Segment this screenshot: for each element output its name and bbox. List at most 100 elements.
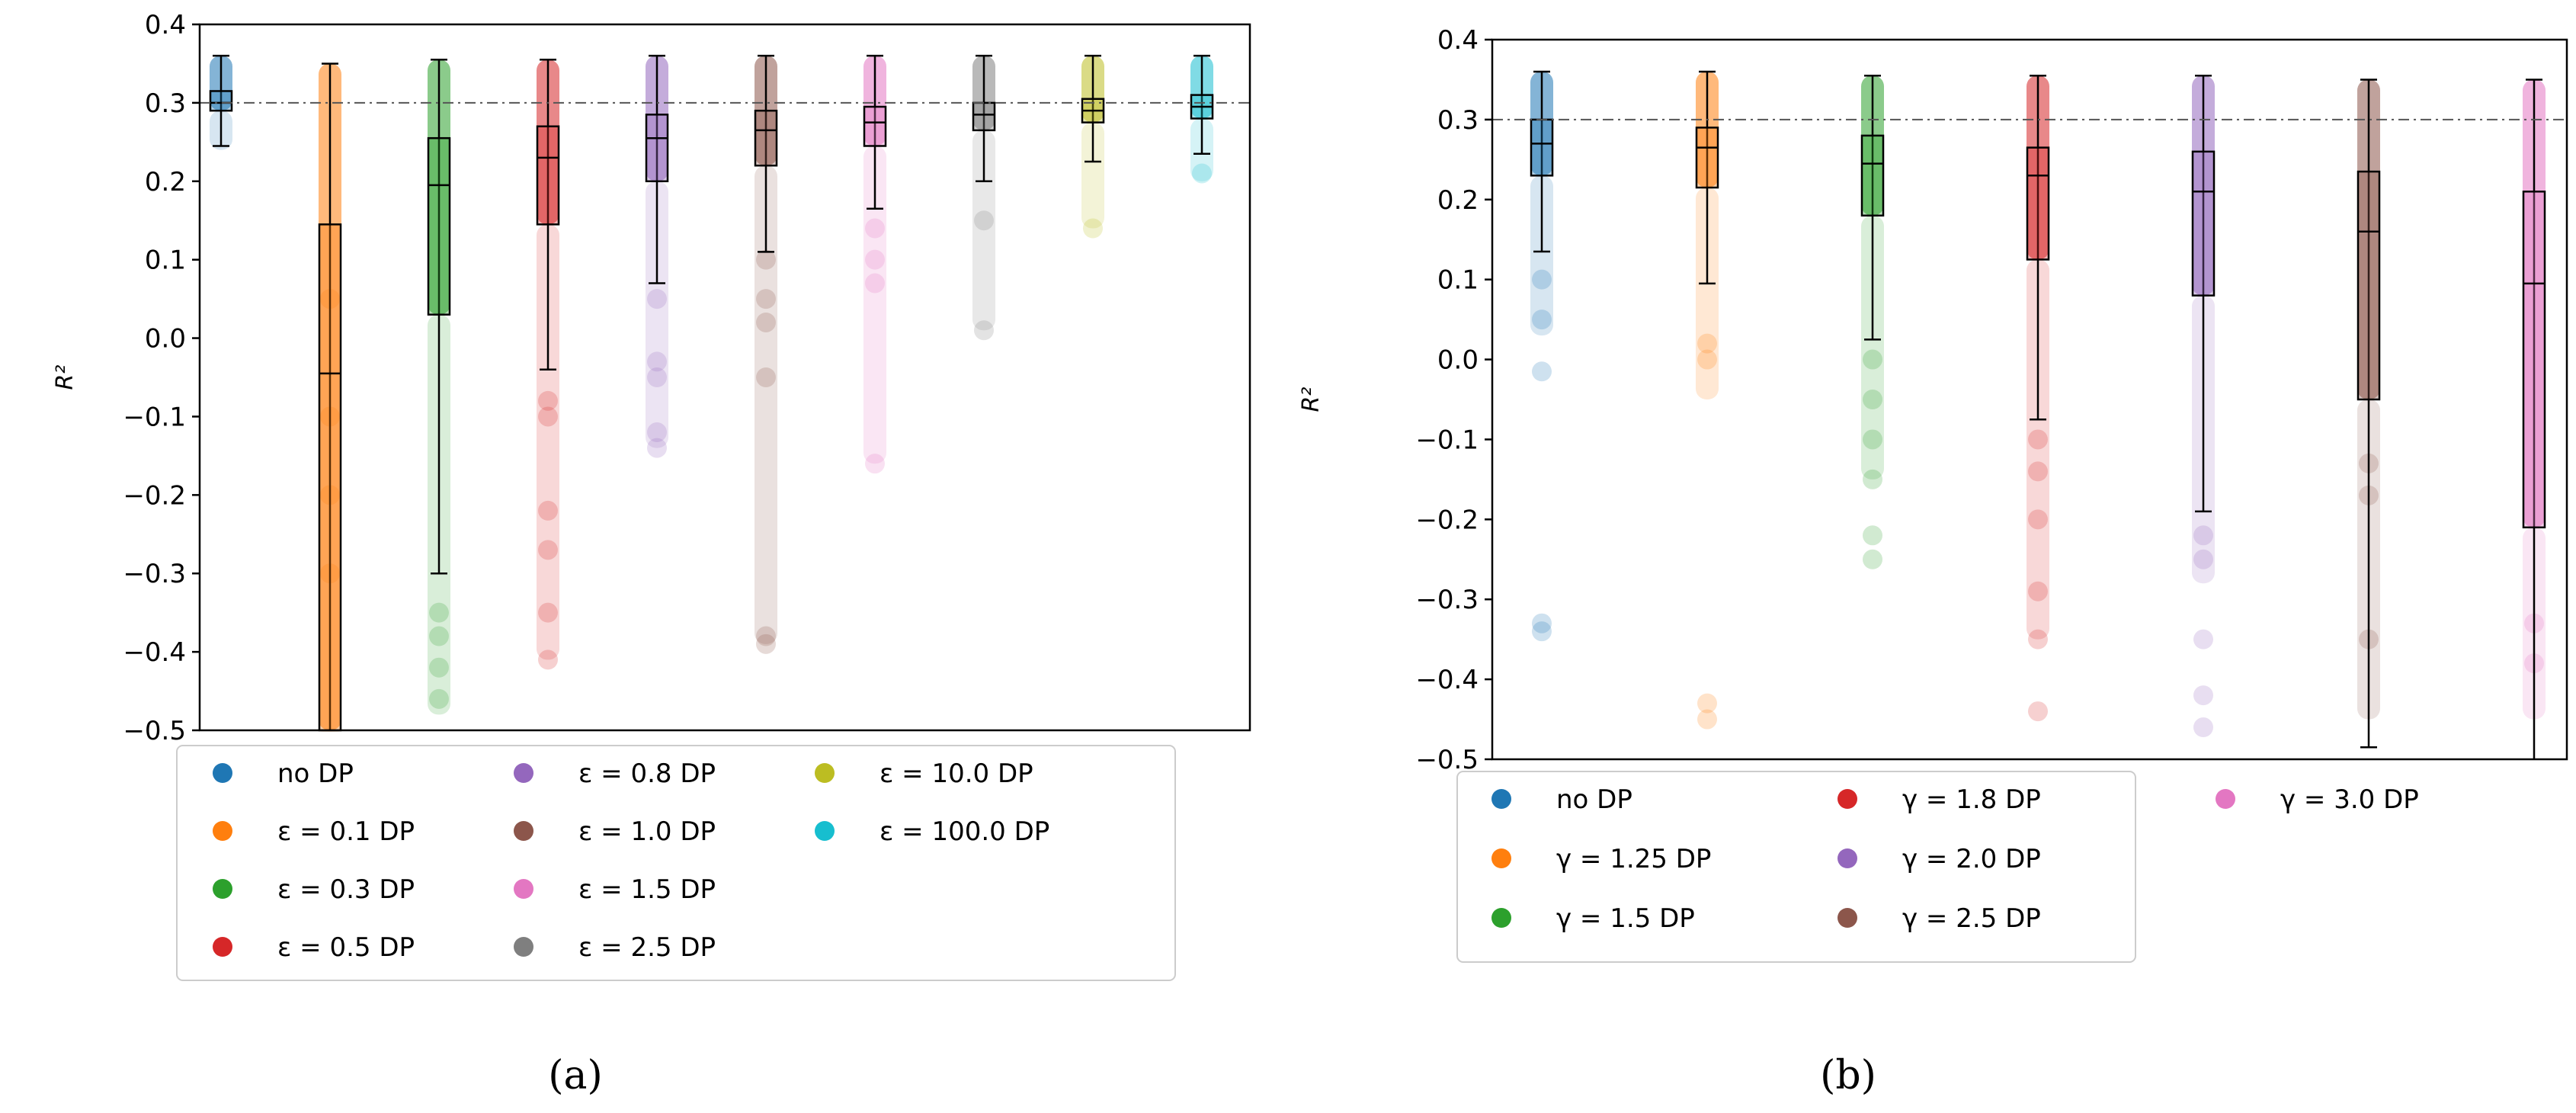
legend-marker-b-0 xyxy=(1491,789,1511,809)
outlier-point-b-3-0 xyxy=(2028,429,2048,450)
outlier-point-b-0-1 xyxy=(1532,310,1552,330)
scatter-tail-a-3 xyxy=(537,224,559,660)
outlier-point-b-0-2 xyxy=(1532,361,1552,382)
series-b-3 xyxy=(2026,74,2050,722)
y-tick-label-a-4: 0.0 xyxy=(145,324,186,354)
outlier-point-a-6-2 xyxy=(865,273,885,293)
outlier-point-a-6-1 xyxy=(865,249,885,270)
y-tick-label-b-0: 0.4 xyxy=(1437,25,1479,56)
outlier-point-b-1-1 xyxy=(1697,349,1717,370)
legend-label-b-1: γ = 1.25 DP xyxy=(1556,844,1711,874)
legend-marker-b-2 xyxy=(1491,908,1511,928)
outlier-point-b-3-1 xyxy=(2028,461,2048,482)
series-b-5 xyxy=(2357,79,2381,749)
outlier-point-a-6-3 xyxy=(865,454,885,474)
box-a-2 xyxy=(427,136,451,316)
outlier-point-a-2-0 xyxy=(429,602,449,623)
outlier-point-a-8-0 xyxy=(1083,218,1103,239)
legend-label-a-8: ε = 10.0 DP xyxy=(879,759,1033,789)
legend-label-a-0: no DP xyxy=(277,759,354,789)
legend-label-b-5: γ = 2.5 DP xyxy=(1902,903,2041,934)
y-tick-label-b-5: −0.1 xyxy=(1415,425,1479,455)
series-a-8 xyxy=(1081,54,1105,239)
legend-label-a-7: ε = 2.5 DP xyxy=(578,932,716,963)
outlier-point-a-5-0 xyxy=(756,249,776,270)
legend-marker-a-1 xyxy=(213,821,232,841)
legend-label-a-2: ε = 0.3 DP xyxy=(277,874,415,905)
outlier-point-b-1-2 xyxy=(1697,693,1717,714)
y-tick-label-b-2: 0.2 xyxy=(1437,185,1479,216)
outlier-point-b-2-3 xyxy=(1863,469,1882,489)
box-b-6 xyxy=(2522,191,2546,529)
series-a-1 xyxy=(318,63,342,732)
outlier-point-b-4-3 xyxy=(2193,685,2213,706)
legend-label-b-3: γ = 1.8 DP xyxy=(1902,784,2041,815)
outlier-point-b-4-4 xyxy=(2193,717,2213,738)
outlier-point-a-4-1 xyxy=(647,351,667,372)
legend-label-b-4: γ = 2.0 DP xyxy=(1902,844,2041,874)
legend-marker-a-4 xyxy=(514,763,533,783)
y-tick-label-b-7: −0.3 xyxy=(1415,585,1479,615)
scatter-tail-a-4 xyxy=(646,181,668,448)
y-tick-label-a-5: −0.1 xyxy=(123,402,186,432)
y-axis-label-b: R² xyxy=(1298,387,1325,412)
legend-marker-b-5 xyxy=(1837,908,1857,928)
legend-marker-a-0 xyxy=(213,763,232,783)
scatter-tail-a-6 xyxy=(863,146,886,464)
outlier-point-a-3-4 xyxy=(538,602,558,623)
legend-label-b-0: no DP xyxy=(1556,784,1632,815)
outlier-point-b-4-2 xyxy=(2193,629,2213,650)
legend-marker-b-4 xyxy=(1837,848,1857,868)
series-a-4 xyxy=(645,54,669,458)
legend-marker-a-5 xyxy=(514,821,533,841)
legend-label-b-2: γ = 1.5 DP xyxy=(1556,903,1695,934)
outlier-point-a-5-5 xyxy=(756,633,776,654)
outlier-point-a-7-1 xyxy=(974,320,994,341)
legend-label-a-1: ε = 0.1 DP xyxy=(277,816,415,847)
series-a-3 xyxy=(536,59,560,670)
outlier-point-a-4-0 xyxy=(647,289,667,310)
outlier-point-b-3-2 xyxy=(2028,509,2048,530)
legend-marker-b-3 xyxy=(1837,789,1857,809)
outlier-point-a-2-3 xyxy=(429,688,449,709)
outlier-point-b-4-0 xyxy=(2193,525,2213,546)
scatter-tail-b-1 xyxy=(1696,188,1719,400)
y-tick-label-a-3: 0.1 xyxy=(145,245,186,276)
y-tick-label-b-4: 0.0 xyxy=(1437,345,1479,376)
outlier-point-b-0-0 xyxy=(1532,269,1552,290)
y-tick-label-a-7: −0.3 xyxy=(123,559,186,589)
legend-a: no DP ε = 0.1 DP ε = 0.3 DP ε = 0.5 DP ε = 0… xyxy=(176,745,1176,981)
series-b-1 xyxy=(1695,70,1719,730)
outlier-point-b-2-2 xyxy=(1863,429,1882,450)
scatter-tail-b-2 xyxy=(1861,215,1884,480)
legend-label-a-9: ε = 100.0 DP xyxy=(879,816,1049,847)
outlier-point-a-3-1 xyxy=(538,406,558,427)
legend-label-a-3: ε = 0.5 DP xyxy=(277,932,415,963)
outlier-point-a-4-4 xyxy=(647,438,667,458)
box-a-0 xyxy=(209,90,233,112)
series-a-5 xyxy=(754,54,778,654)
outlier-point-b-2-0 xyxy=(1863,349,1882,370)
y-tick-label-b-6: −0.2 xyxy=(1415,505,1479,535)
outlier-point-b-2-1 xyxy=(1863,390,1882,409)
outlier-point-a-3-3 xyxy=(538,540,558,560)
legend-marker-a-9 xyxy=(815,821,835,841)
series-b-4 xyxy=(2191,74,2216,738)
outlier-point-b-3-5 xyxy=(2028,701,2048,722)
outlier-point-b-1-3 xyxy=(1697,709,1717,730)
y-tick-label-a-8: −0.4 xyxy=(123,637,186,668)
series-b-2 xyxy=(1860,74,1885,569)
box-b-2 xyxy=(1860,134,1885,217)
series-b-0 xyxy=(1530,70,1554,642)
outlier-point-b-3-4 xyxy=(2028,629,2048,650)
outlier-point-a-2-1 xyxy=(429,626,449,646)
legend-marker-a-6 xyxy=(514,879,533,899)
series-a-9 xyxy=(1190,54,1214,184)
outlier-point-a-5-3 xyxy=(756,367,776,387)
box-b-1 xyxy=(1695,127,1719,189)
outlier-point-a-5-1 xyxy=(756,289,776,310)
legend-label-b-6: γ = 3.0 DP xyxy=(2280,784,2419,815)
outlier-point-a-9-0 xyxy=(1192,163,1212,184)
outlier-point-a-3-2 xyxy=(538,500,558,521)
